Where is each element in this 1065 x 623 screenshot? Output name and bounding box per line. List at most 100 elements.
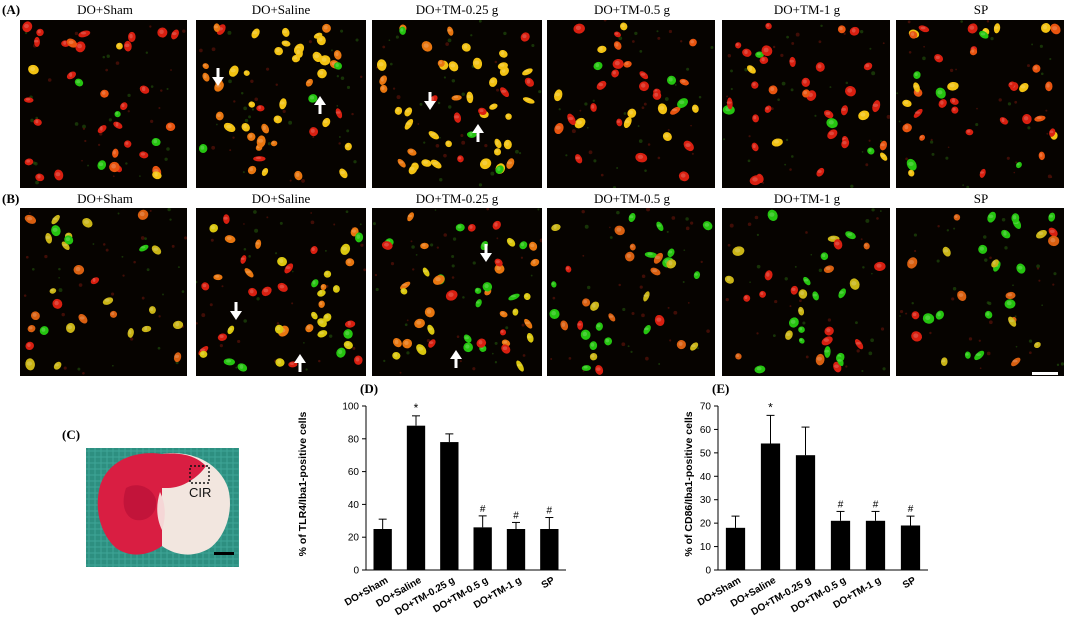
cell-highlight — [823, 349, 830, 353]
cell-highlight — [495, 260, 500, 264]
background-speckle — [710, 45, 714, 49]
cell-highlight — [502, 346, 508, 351]
background-speckle — [911, 302, 914, 305]
cell-highlight — [215, 275, 220, 278]
cell-highlight — [681, 80, 686, 83]
cell-highlight — [908, 259, 915, 265]
cell-highlight — [690, 40, 694, 44]
cell — [400, 288, 408, 295]
cell — [475, 299, 482, 308]
cell-highlight — [914, 72, 918, 77]
cell — [1011, 357, 1021, 367]
cell — [623, 61, 632, 68]
cell — [75, 41, 86, 53]
background-speckle — [210, 238, 214, 242]
cell — [953, 214, 961, 221]
background-speckle — [312, 136, 315, 139]
background-speckle — [962, 184, 964, 187]
cell-highlight — [323, 120, 328, 124]
cell-highlight — [499, 63, 505, 67]
background-speckle — [426, 339, 430, 343]
background-speckle — [439, 136, 441, 139]
cell — [849, 278, 860, 290]
cell-highlight — [381, 86, 385, 90]
cell-highlight — [153, 247, 159, 251]
cell — [735, 353, 742, 360]
cell — [879, 140, 888, 151]
cell — [565, 265, 572, 273]
cell-highlight — [616, 227, 622, 232]
cell — [51, 214, 60, 225]
background-speckle — [1049, 57, 1052, 61]
cell — [1011, 213, 1020, 223]
cell-highlight — [880, 143, 885, 147]
cell-highlight — [279, 284, 285, 289]
background-speckle — [880, 327, 885, 331]
cell-highlight — [508, 239, 513, 243]
cell — [407, 212, 415, 222]
y-tick-label: 10 — [700, 542, 712, 553]
cell-highlight — [249, 167, 254, 172]
background-speckle — [318, 359, 321, 363]
background-speckle — [657, 156, 661, 160]
cell — [139, 244, 149, 252]
cell — [379, 75, 387, 85]
cell — [1005, 291, 1016, 300]
cell — [643, 324, 651, 335]
background-speckle — [975, 123, 979, 127]
background-speckle — [770, 107, 774, 111]
cell-highlight — [736, 354, 740, 358]
cell — [551, 281, 557, 288]
cell — [421, 159, 432, 167]
background-speckle — [698, 95, 702, 99]
background-speckle — [657, 36, 661, 40]
background-speckle — [998, 98, 1002, 102]
background-speckle — [443, 233, 447, 237]
background-speckle — [254, 97, 258, 102]
cell-highlight — [345, 331, 350, 336]
cell — [424, 307, 435, 318]
background-speckle — [181, 290, 185, 293]
background-speckle — [930, 140, 934, 144]
background-speckle — [505, 326, 509, 330]
background-speckle — [789, 168, 792, 171]
cell — [503, 139, 512, 150]
cell — [908, 169, 915, 177]
background-speckle — [623, 112, 627, 115]
background-speckle — [530, 274, 533, 277]
cell — [676, 339, 686, 350]
cell-highlight — [855, 342, 861, 345]
background-speckle — [470, 34, 473, 37]
brain-slice-photo: CIR — [86, 448, 239, 567]
background-speckle — [108, 118, 112, 122]
cell-highlight — [975, 353, 982, 357]
cell-highlight — [908, 161, 914, 166]
cell — [311, 279, 319, 288]
cell — [611, 69, 619, 78]
cell-highlight — [115, 111, 119, 115]
cell-highlight — [761, 57, 765, 62]
cell-highlight — [752, 177, 758, 182]
micrograph-b-tm025 — [372, 208, 542, 376]
background-speckle — [494, 361, 498, 364]
background-speckle — [870, 338, 874, 343]
significance-mark: # — [480, 504, 486, 515]
cell-highlight — [685, 143, 691, 148]
cell-highlight — [495, 149, 499, 153]
cell — [635, 152, 648, 163]
cell-highlight — [319, 301, 323, 306]
cell — [320, 283, 327, 291]
cell-highlight — [63, 40, 67, 45]
cell — [764, 105, 772, 113]
cell — [764, 270, 773, 281]
cell-highlight — [500, 51, 505, 56]
background-speckle — [443, 76, 446, 79]
background-speckle — [242, 171, 245, 174]
cell-highlight — [356, 234, 361, 239]
cell — [30, 311, 40, 321]
cell — [724, 275, 734, 284]
background-speckle — [243, 223, 245, 225]
cell — [656, 221, 664, 231]
cell — [311, 311, 318, 320]
cell-highlight — [249, 289, 254, 294]
